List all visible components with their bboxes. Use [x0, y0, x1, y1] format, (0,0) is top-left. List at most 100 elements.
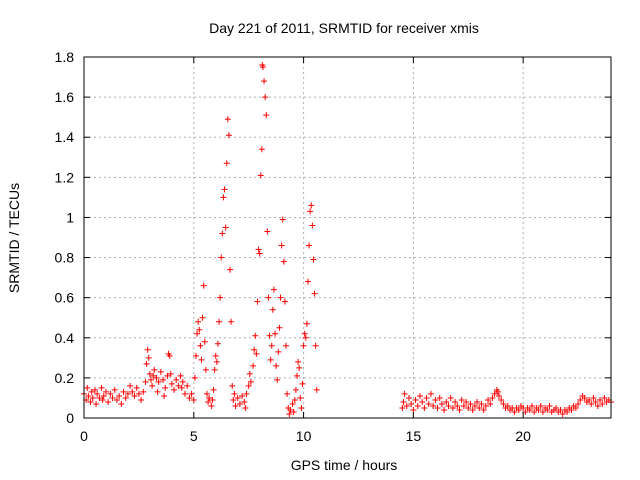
x-tick-label: 5 [190, 428, 198, 444]
data-point [222, 224, 229, 231]
data-point [599, 400, 606, 407]
data-point [167, 370, 174, 377]
data-point [443, 398, 450, 405]
data-point [224, 116, 231, 123]
data-point [94, 390, 101, 397]
data-point [494, 388, 501, 395]
data-point [489, 394, 496, 401]
data-point [259, 64, 266, 71]
y-tick-label: 1.2 [55, 169, 75, 185]
data-point [166, 352, 173, 359]
data-point [515, 406, 522, 413]
x-tick-label: 20 [515, 428, 531, 444]
data-point [201, 338, 208, 345]
data-point [155, 378, 162, 385]
data-point [310, 256, 317, 263]
data-point [227, 266, 234, 273]
data-point [202, 366, 209, 373]
data-point [526, 406, 533, 413]
data-point [89, 394, 96, 401]
data-point [594, 402, 601, 409]
data-point [109, 394, 116, 401]
data-point [196, 326, 203, 333]
data-point [463, 398, 470, 405]
data-point [449, 404, 456, 411]
data-point [171, 386, 178, 393]
data-point [127, 382, 134, 389]
data-point [225, 132, 232, 139]
data-point [253, 350, 260, 357]
data-point [258, 146, 265, 153]
data-point [304, 278, 311, 285]
data-point [149, 382, 156, 389]
data-point [454, 402, 461, 409]
data-point [434, 404, 441, 411]
data-point [408, 400, 415, 407]
data-point [129, 388, 136, 395]
data-point [206, 394, 213, 401]
data-point [118, 400, 125, 407]
data-point [476, 404, 483, 411]
data-point [279, 216, 286, 223]
data-point [251, 346, 258, 353]
y-tick-label: 0.8 [55, 250, 75, 266]
data-point [153, 374, 160, 381]
data-point [504, 402, 511, 409]
data-point [427, 390, 434, 397]
x-tick-label: 15 [406, 428, 422, 444]
x-tick-label: 0 [80, 428, 88, 444]
data-point [210, 386, 217, 393]
data-point [146, 370, 153, 377]
data-point [280, 258, 287, 265]
data-point [264, 228, 271, 235]
y-tick-label: 1 [66, 209, 74, 225]
data-point [546, 402, 553, 409]
data-point [296, 364, 303, 371]
data-point [257, 172, 264, 179]
data-point [537, 402, 544, 409]
data-point [283, 342, 290, 349]
data-point [281, 298, 288, 305]
data-point [432, 396, 439, 403]
data-point [105, 398, 112, 405]
data-point [456, 406, 463, 413]
chart-title: Day 221 of 2011, SRMTID for receiver xmi… [209, 20, 479, 36]
data-point [188, 390, 195, 397]
data-point [400, 398, 407, 405]
data-point [91, 386, 98, 393]
data-point [192, 352, 199, 359]
data-point [289, 400, 296, 407]
data-point [247, 378, 254, 385]
data-point [312, 342, 319, 349]
data-point [145, 354, 152, 361]
data-point [467, 400, 474, 407]
data-point [535, 406, 542, 413]
data-point [242, 404, 249, 411]
data-point [286, 410, 293, 417]
data-point [252, 332, 259, 339]
data-point [419, 398, 426, 405]
data-point [213, 358, 220, 365]
data-point [564, 408, 571, 415]
data-point [190, 396, 197, 403]
data-point [209, 396, 216, 403]
data-point [480, 406, 487, 413]
data-point [410, 406, 417, 413]
data-point [99, 396, 106, 403]
data-point [445, 402, 452, 409]
data-point [577, 396, 584, 403]
data-point [601, 394, 608, 401]
data-point [85, 392, 92, 399]
data-point [122, 394, 129, 401]
data-point [186, 394, 193, 401]
data-point [295, 358, 302, 365]
data-point [142, 378, 149, 385]
data-point [592, 398, 599, 405]
data-point [191, 374, 198, 381]
data-point [178, 384, 185, 391]
data-point [218, 254, 225, 261]
data-point [262, 94, 269, 101]
data-point [447, 394, 454, 401]
data-point [278, 242, 285, 249]
data-point [276, 324, 283, 331]
